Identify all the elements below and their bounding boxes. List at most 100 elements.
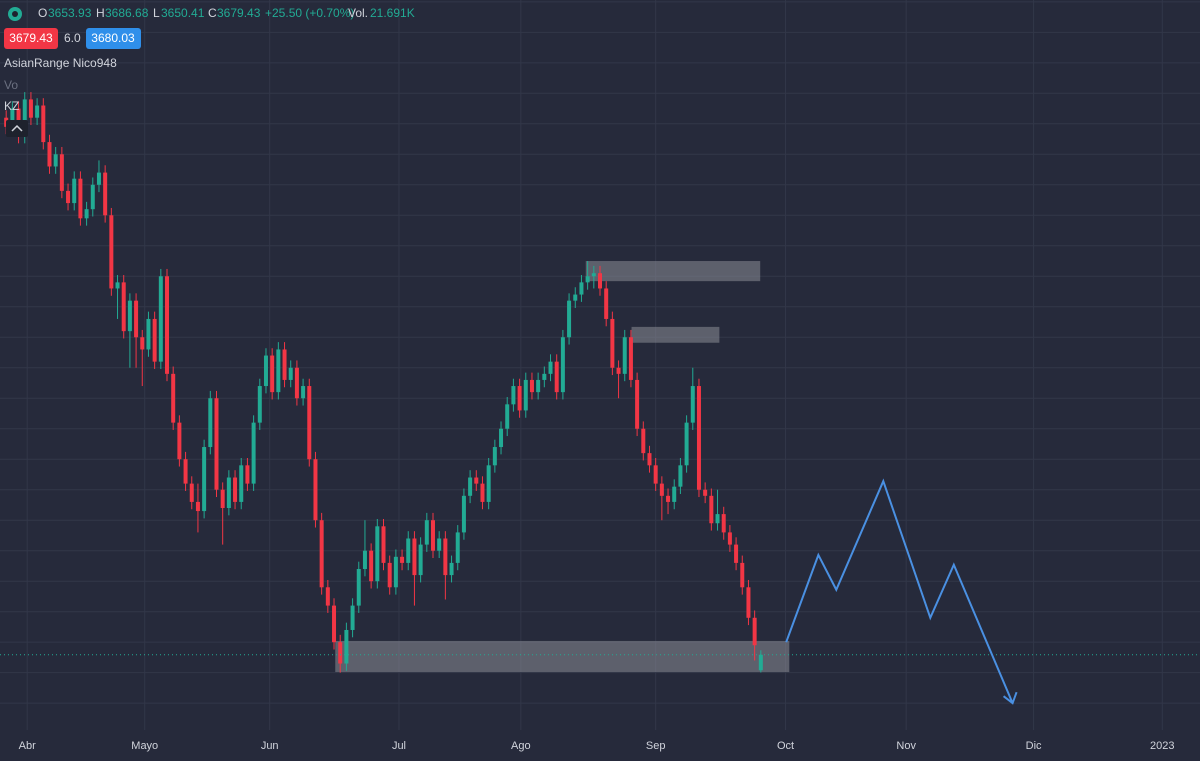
header: O 3653.93 H 3686.68 L 3650.41 C 3679.43 … bbox=[4, 6, 415, 137]
candle-body bbox=[288, 367, 293, 380]
candle-body bbox=[152, 318, 157, 362]
candle-body bbox=[276, 349, 281, 393]
candle-body bbox=[480, 483, 485, 502]
candle-body bbox=[195, 501, 200, 512]
collapse-button[interactable] bbox=[6, 120, 28, 137]
status-icon-dot bbox=[12, 11, 18, 17]
x-tick-label: Mayo bbox=[131, 740, 158, 752]
candle-body bbox=[115, 282, 120, 289]
x-tick-label: Abr bbox=[19, 740, 36, 752]
candle-body bbox=[666, 495, 671, 502]
candle-body bbox=[400, 556, 405, 563]
candle-body bbox=[140, 337, 145, 350]
candle-body bbox=[424, 520, 429, 545]
candle-body bbox=[226, 477, 231, 509]
candle-body bbox=[134, 300, 139, 338]
o-value: 3653.93 bbox=[48, 6, 92, 20]
bid-price: 3679.43 bbox=[9, 31, 53, 45]
bid-badge[interactable] bbox=[4, 28, 58, 49]
candle-body bbox=[653, 465, 658, 484]
candle-body bbox=[721, 514, 726, 533]
vol-value: 21.691K bbox=[370, 6, 415, 20]
zones bbox=[335, 261, 790, 673]
candle-body bbox=[548, 361, 553, 374]
candle-body bbox=[41, 105, 46, 143]
candle-body bbox=[443, 538, 448, 576]
candle-body bbox=[461, 495, 466, 533]
candle-body bbox=[146, 318, 151, 350]
x-tick-label: 2023 bbox=[1150, 740, 1174, 752]
candle-body bbox=[579, 282, 584, 295]
candle-body bbox=[696, 386, 701, 490]
candle-body bbox=[678, 465, 683, 487]
candle-body bbox=[703, 489, 708, 496]
candle-body bbox=[709, 495, 714, 524]
candle-body bbox=[468, 477, 473, 496]
vol-label: Vol. bbox=[348, 6, 368, 20]
candle-body bbox=[499, 428, 504, 448]
candle-body bbox=[672, 486, 677, 502]
candle-body bbox=[325, 587, 330, 606]
candle-body bbox=[59, 154, 64, 191]
candle-body bbox=[585, 276, 590, 283]
candle-body bbox=[690, 386, 695, 423]
candle-body bbox=[66, 190, 71, 204]
candle-body bbox=[573, 294, 578, 301]
candle-body bbox=[616, 367, 621, 374]
candle-body bbox=[635, 379, 640, 429]
candle-body bbox=[740, 562, 745, 588]
candle-body bbox=[28, 99, 33, 118]
indicator[interactable]: KZ bbox=[4, 99, 19, 113]
x-tick-label: Oct bbox=[777, 740, 794, 752]
candle-body bbox=[313, 459, 318, 521]
candle-body bbox=[412, 538, 417, 576]
candle-body bbox=[350, 605, 355, 630]
candle-body bbox=[758, 654, 763, 671]
indicator[interactable]: Vo bbox=[4, 78, 18, 92]
candle-body bbox=[517, 386, 522, 411]
candle-body bbox=[628, 337, 633, 380]
candle-body bbox=[177, 422, 182, 460]
candle-body bbox=[474, 477, 479, 484]
candle-body bbox=[47, 142, 52, 167]
zone bbox=[335, 640, 790, 673]
candle-body bbox=[375, 526, 380, 582]
zone bbox=[585, 261, 761, 282]
candle-body bbox=[109, 215, 114, 289]
spread: 6.0 bbox=[64, 31, 81, 45]
candle-body bbox=[622, 337, 627, 374]
candle-body bbox=[746, 587, 751, 618]
candle-body bbox=[393, 556, 398, 588]
o-label: O bbox=[38, 6, 47, 20]
candle-body bbox=[356, 568, 361, 606]
x-tick-label: Dic bbox=[1026, 740, 1042, 752]
candle-body bbox=[344, 629, 349, 664]
candle-body bbox=[659, 483, 664, 496]
h-value: 3686.68 bbox=[105, 6, 149, 20]
candle-body bbox=[171, 373, 176, 423]
x-tick-label: Sep bbox=[646, 740, 666, 752]
candle-body bbox=[511, 386, 516, 405]
candle-body bbox=[270, 355, 275, 393]
x-tick-label: Nov bbox=[896, 740, 916, 752]
x-tick-label: Ago bbox=[511, 740, 531, 752]
candle-body bbox=[208, 398, 213, 448]
candle-body bbox=[158, 276, 163, 362]
candle-body bbox=[604, 288, 609, 319]
l-label: L bbox=[153, 6, 160, 20]
candle-body bbox=[542, 373, 547, 380]
candle-body bbox=[263, 355, 268, 387]
candle-body bbox=[282, 349, 287, 380]
ask-badge[interactable] bbox=[86, 28, 141, 49]
candle-body bbox=[183, 459, 188, 484]
candle-body bbox=[319, 520, 324, 588]
l-value: 3650.41 bbox=[161, 6, 205, 20]
candle-body bbox=[307, 386, 312, 460]
candle-body bbox=[294, 367, 299, 399]
candle-body bbox=[189, 483, 194, 502]
candle-body bbox=[727, 532, 732, 545]
candle-body bbox=[103, 172, 108, 216]
indicator[interactable]: AsianRange Nico948 bbox=[4, 56, 117, 70]
